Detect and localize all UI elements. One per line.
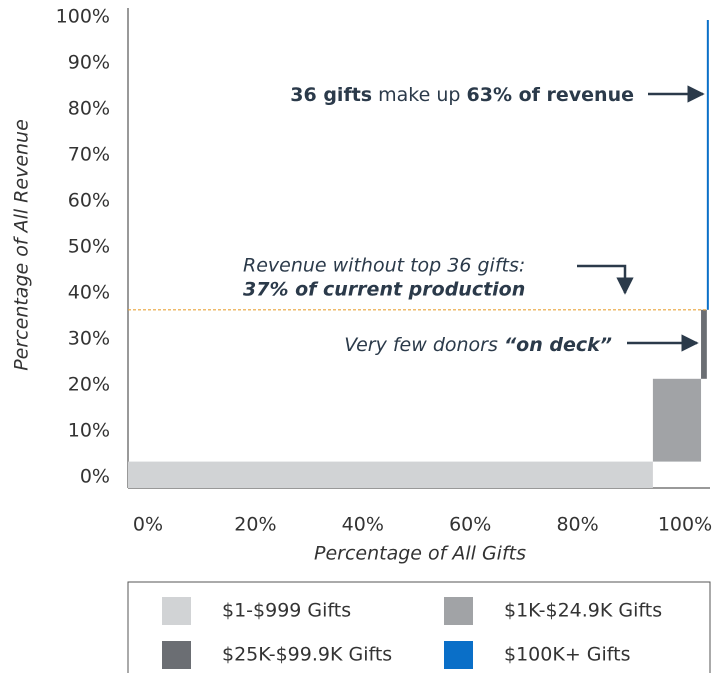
annotation-part: 63% of revenue (467, 84, 635, 106)
y-tick-label: 0% (80, 466, 110, 488)
legend-swatch (162, 597, 191, 625)
y-tick-label: 30% (68, 328, 110, 350)
y-tick-label: 100% (56, 6, 110, 28)
x-tick-label: 40% (342, 514, 384, 536)
annotation-part: 36 gifts (290, 84, 372, 106)
legend-swatch (162, 641, 191, 669)
annotation-part: “on deck” (504, 334, 612, 356)
x-tick-label: 100% (658, 514, 712, 536)
y-tick-label: 20% (68, 374, 110, 396)
segment (706, 20, 709, 310)
y-tick-label: 90% (68, 52, 110, 74)
annotation: 36 gifts make up 63% of revenue (290, 84, 634, 106)
y-tick-label: 80% (68, 98, 110, 120)
legend-box (127, 581, 711, 673)
x-tick-label: 80% (556, 514, 598, 536)
legend-label: $100K+ Gifts (504, 644, 630, 666)
annotation: 37% of current production (243, 279, 525, 301)
x-tick-label: 20% (234, 514, 276, 536)
y-tick-label: 50% (68, 236, 110, 258)
segment (701, 309, 707, 379)
x-tick-label: 0% (133, 514, 163, 536)
annotation: Revenue without top 36 gifts: (243, 255, 525, 277)
x-axis-title: Percentage of All Gifts (314, 543, 526, 565)
y-tick-label: 70% (68, 144, 110, 166)
legend-swatch (444, 597, 473, 625)
y-tick-label: 60% (68, 190, 110, 212)
legend-label: $1K-$24.9K Gifts (504, 600, 662, 622)
segment (128, 461, 653, 488)
annotation-part: Very few donors (344, 334, 504, 356)
annotation-part: make up (372, 84, 466, 106)
y-tick-label: 10% (68, 420, 110, 442)
y-axis-title: Percentage of All Revenue (11, 119, 33, 371)
legend-label: $25K-$99.9K Gifts (222, 644, 392, 666)
arrow (577, 264, 634, 295)
x-tick-label: 60% (449, 514, 491, 536)
segment (652, 378, 702, 462)
legend-label: $1-$999 Gifts (222, 600, 351, 622)
annotation: Very few donors “on deck” (344, 334, 612, 356)
y-tick-label: 40% (68, 282, 110, 304)
legend-swatch (444, 641, 473, 669)
